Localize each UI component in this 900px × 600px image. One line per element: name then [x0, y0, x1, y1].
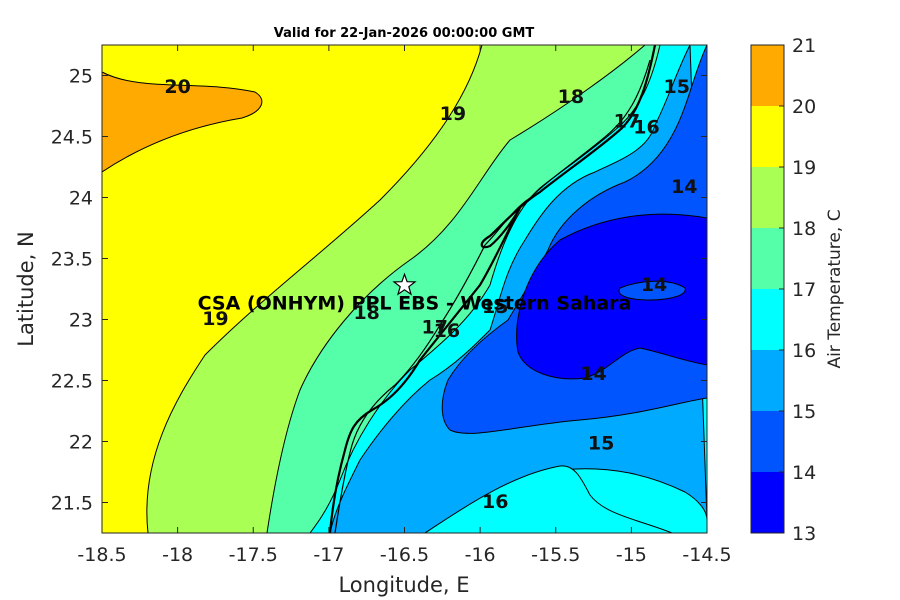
contour-label: 19 [440, 103, 466, 125]
colorbar-tick-label: 19 [792, 157, 816, 179]
x-tick-label: -17 [313, 544, 344, 566]
x-tick-label: -16 [465, 544, 496, 566]
y-tick-label: 22.5 [51, 371, 93, 393]
coastline-inner [334, 59, 651, 533]
contour-label: 17 [614, 110, 640, 132]
y-tick-label: 22 [69, 432, 93, 454]
band-13-14 [516, 213, 707, 380]
y-tick-label: 23 [69, 310, 93, 332]
x-tick-label: -14.5 [682, 544, 731, 566]
contour-label: 16 [633, 116, 659, 138]
colorbar-tick-label: 13 [792, 523, 816, 545]
colorbar-segment [751, 106, 784, 167]
colorbar-tick-label: 16 [792, 340, 816, 362]
colorbar-tick-label: 17 [792, 279, 816, 301]
y-axis-ticks: 21.5 22 22.5 23 23.5 24 24.5 25 [51, 66, 707, 515]
y-tick-label: 25 [69, 66, 93, 88]
y-tick-label: 21.5 [51, 493, 93, 515]
colorbar: 13 14 15 16 17 18 19 20 21 [750, 35, 816, 545]
band-14-inner [618, 280, 686, 301]
contour-fill-layer [102, 45, 707, 533]
contour-label: 20 [164, 76, 190, 98]
colorbar-segment [751, 472, 784, 533]
y-axis-label: Latitude, N [14, 231, 38, 347]
coastline [328, 45, 657, 533]
station-label: CSA (ONHYM) PPL EBS - Western Sahara [198, 292, 632, 314]
colorbar-tick-label: 20 [792, 96, 816, 118]
x-tick-label: -16.5 [380, 544, 429, 566]
chart-title: Valid for 22-Jan-2026 00:00:00 GMT [274, 26, 535, 41]
x-tick-label: -15 [616, 544, 647, 566]
colorbar-segment [751, 228, 784, 289]
colorbar-segment [751, 167, 784, 228]
contour-label: 18 [558, 86, 584, 108]
y-tick-label: 24 [69, 188, 93, 210]
contour-label: 19 [202, 308, 228, 330]
x-tick-label: -18.5 [77, 544, 126, 566]
colorbar-tick-label: 15 [792, 401, 816, 423]
contour-label: 15 [588, 432, 614, 454]
contour-label: 15 [664, 76, 690, 98]
colorbar-tick-label: 18 [792, 218, 816, 240]
contour-label: 15 [482, 296, 508, 318]
station-star-icon [392, 272, 417, 296]
contour-label: 17 [422, 317, 448, 339]
x-tick-label: -17.5 [229, 544, 278, 566]
band-20-21 [102, 71, 263, 173]
colorbar-segment [751, 350, 784, 411]
colorbar-segment [751, 289, 784, 350]
contour-label: 16 [482, 491, 508, 513]
contour-label: 14 [671, 176, 697, 198]
contour-label: 14 [641, 274, 667, 296]
station-layer: CSA (ONHYM) PPL EBS - Western Sahara [198, 272, 632, 314]
contour-label: 18 [353, 302, 379, 324]
contour-label: 14 [580, 363, 606, 385]
contour-label: 16 [434, 320, 460, 342]
y-tick-label: 23.5 [51, 249, 93, 271]
x-axis-label: Longitude, E [338, 573, 469, 597]
x-tick-label: -18 [162, 544, 193, 566]
y-tick-label: 24.5 [51, 127, 93, 149]
colorbar-segment [751, 411, 784, 472]
colorbar-label: Air Temperature, C [825, 209, 845, 368]
colorbar-tick-label: 14 [792, 462, 816, 484]
colorbar-segment [751, 45, 784, 106]
x-axis-ticks: -18.5 -18 -17.5 -17 -16.5 -16 -15.5 -15 -14.5 [77, 45, 732, 566]
band-16-south [424, 465, 673, 533]
colorbar-tick-label: 21 [792, 35, 816, 57]
x-tick-label: -15.5 [531, 544, 580, 566]
